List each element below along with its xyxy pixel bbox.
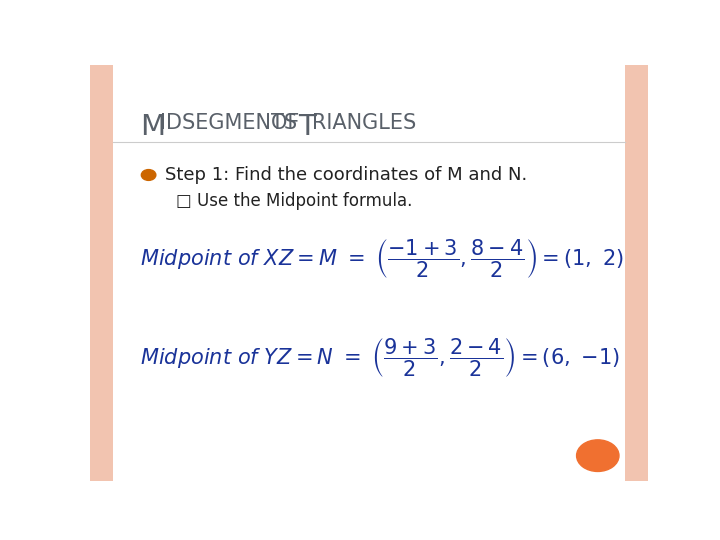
Text: Step 1: Find the coordinates of M and N.: Step 1: Find the coordinates of M and N. <box>166 166 528 184</box>
Text: $\mathit{Midpoint\ of\ XZ} = M\ =\ \left(\dfrac{-1+3}{2},\dfrac{8-4}{2}\right) =: $\mathit{Midpoint\ of\ XZ} = M\ =\ \left… <box>140 237 624 280</box>
Text: RIANGLES: RIANGLES <box>312 113 416 133</box>
FancyBboxPatch shape <box>624 65 648 481</box>
Text: OF: OF <box>271 113 306 133</box>
FancyBboxPatch shape <box>90 65 114 481</box>
Text: M: M <box>140 113 166 140</box>
Circle shape <box>141 170 156 180</box>
Text: T: T <box>298 113 316 140</box>
Circle shape <box>577 440 619 471</box>
Text: $\mathit{Midpoint\ of\ YZ} = N\ =\ \left(\dfrac{9+3}{2},\dfrac{2-4}{2}\right) = : $\mathit{Midpoint\ of\ YZ} = N\ =\ \left… <box>140 336 620 380</box>
Text: IDSEGMENTS: IDSEGMENTS <box>160 113 303 133</box>
Text: □ Use the Midpoint formula.: □ Use the Midpoint formula. <box>176 192 413 210</box>
